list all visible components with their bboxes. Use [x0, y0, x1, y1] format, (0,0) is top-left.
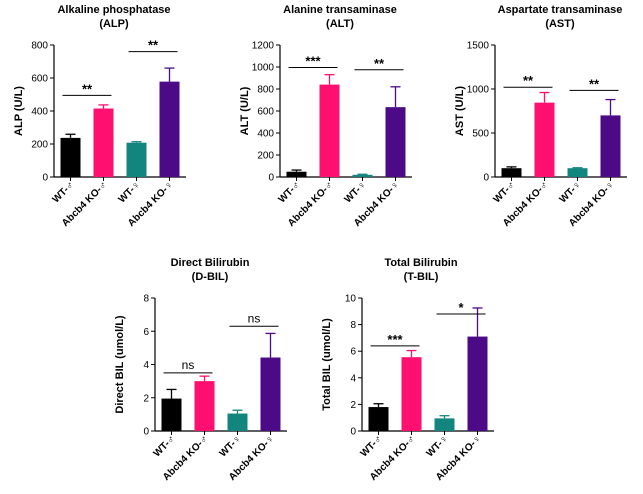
chart-subtitle: (AST) — [545, 18, 575, 30]
significance-label: ** — [523, 73, 534, 88]
y-tick-label: 1500 — [467, 41, 490, 52]
significance-label: ** — [82, 81, 93, 96]
chart-title: Alkaline phosphatase — [57, 4, 170, 16]
chart-panel-3: Aspartate transaminase (AST) AST (U/L) 0 500… — [454, 4, 627, 229]
bar — [126, 142, 147, 177]
bar — [385, 107, 406, 177]
chart-title: Alanine transaminase — [283, 4, 397, 16]
category-label: WT-♂ — [152, 433, 178, 459]
y-tick-label: 1200 — [252, 41, 275, 52]
y-tick-label: 6 — [350, 347, 356, 358]
category-label: WT-♂ — [277, 179, 303, 205]
y-tick-label: 4 — [143, 360, 149, 371]
significance-label: ** — [589, 76, 600, 91]
category-label: WT-♀ — [343, 179, 369, 205]
bar — [93, 108, 114, 177]
y-tick-label: 1000 — [467, 85, 490, 96]
category-label: WT-♂ — [359, 433, 385, 459]
y-tick-label: 8 — [143, 294, 149, 305]
y-axis-label: Total BIL (umol/L) — [321, 318, 333, 411]
y-tick-label: 4 — [350, 373, 356, 384]
y-tick-label: 600 — [31, 74, 48, 85]
category-label: WT-♀ — [558, 179, 584, 205]
y-tick-label: 2 — [143, 393, 149, 404]
chart-title: Direct Bilirubin — [171, 257, 250, 269]
bar — [352, 174, 373, 177]
bar — [534, 102, 555, 177]
y-axis-label: ALT (U/L) — [239, 86, 251, 135]
y-tick-label: 10 — [345, 294, 357, 305]
y-axis-label: ALP (U/L) — [13, 86, 25, 136]
bar — [368, 407, 389, 431]
category-label: WT-♂ — [51, 179, 77, 205]
bar — [159, 81, 180, 177]
bar — [227, 413, 248, 431]
chart-panel-1: Alkaline phosphatase (ALP) ALP (U/L) 0 200 40… — [13, 4, 186, 229]
y-tick-label: 6 — [143, 327, 149, 338]
category-label: WT-♂ — [492, 179, 518, 205]
y-tick-label: 0 — [42, 173, 48, 184]
significance-label: ** — [148, 38, 159, 53]
y-tick-label: 200 — [257, 151, 274, 162]
category-label: WT-♀ — [425, 433, 451, 459]
significance-label: *** — [305, 54, 321, 69]
y-tick-label: 400 — [257, 129, 274, 140]
y-axis-label: Direct BIL (umol/L) — [114, 315, 126, 414]
y-tick-label: 8 — [350, 320, 356, 331]
bar — [161, 398, 182, 431]
bar — [401, 357, 422, 431]
y-tick-label: 800 — [31, 41, 48, 52]
chart-panel-2: Alanine transaminase (ALT) ALT (U/L) 0 200 40… — [239, 4, 412, 229]
y-tick-label: 0 — [483, 173, 489, 184]
y-tick-label: 400 — [31, 107, 48, 118]
y-axis-label: AST (U/L) — [454, 86, 466, 136]
bar — [567, 168, 588, 177]
bar — [434, 418, 455, 431]
bar — [60, 137, 81, 177]
bar — [286, 171, 307, 177]
significance-label: ** — [374, 56, 385, 71]
chart-subtitle: (T-BIL) — [404, 271, 439, 283]
significance-label: ns — [182, 358, 195, 372]
bar — [194, 381, 215, 431]
y-tick-label: 2 — [350, 400, 356, 411]
significance-label: * — [458, 300, 464, 315]
bar — [260, 357, 281, 431]
y-tick-label: 500 — [472, 129, 489, 140]
chart-title: Aspartate transaminase — [498, 4, 623, 16]
chart-subtitle: (D-BIL) — [192, 271, 229, 283]
significance-label: *** — [387, 332, 403, 347]
y-tick-label: 0 — [268, 173, 274, 184]
chart-panel-4: Direct Bilirubin (D-BIL) Direct BIL (umol/… — [114, 257, 287, 483]
y-tick-label: 800 — [257, 85, 274, 96]
category-label: WT-♀ — [218, 433, 244, 459]
bar — [319, 84, 340, 177]
y-tick-label: 1000 — [252, 63, 275, 74]
chart-title: Total Bilirubin — [384, 257, 457, 269]
y-tick-label: 0 — [350, 427, 356, 438]
y-tick-label: 0 — [143, 427, 149, 438]
chart-subtitle: (ALT) — [326, 18, 354, 30]
y-tick-label: 200 — [31, 140, 48, 151]
significance-label: ns — [248, 311, 261, 325]
chart-panel-5: Total Bilirubin (T-BIL) Total BIL (umol/L)… — [321, 257, 494, 483]
bar — [600, 115, 621, 177]
bar — [467, 336, 488, 431]
chart-subtitle: (ALP) — [99, 18, 129, 30]
category-label: WT-♀ — [117, 179, 143, 205]
bar — [501, 168, 522, 177]
y-tick-label: 600 — [257, 107, 274, 118]
